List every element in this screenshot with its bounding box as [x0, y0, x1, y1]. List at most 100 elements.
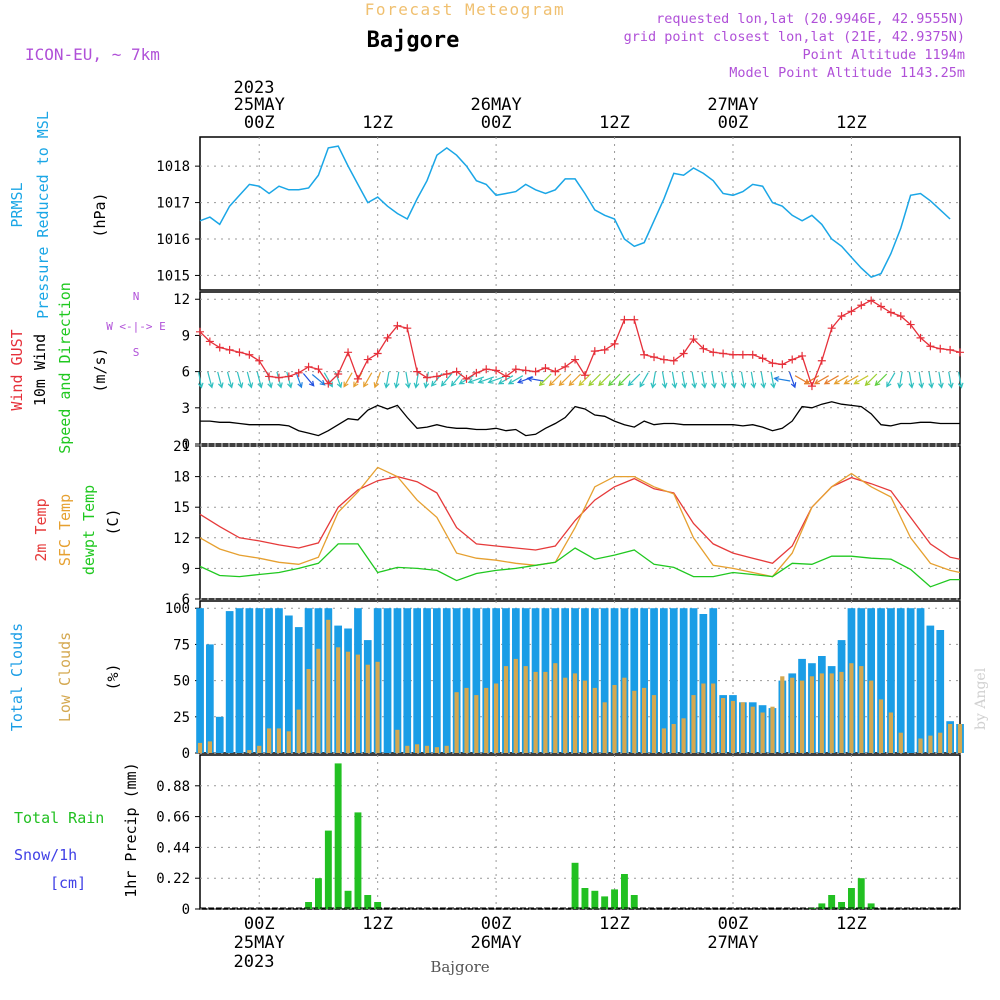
- gust-marker: [284, 372, 293, 381]
- top-hour-label: 12Z: [362, 113, 393, 133]
- wind-arrow: [864, 373, 878, 387]
- wind-arrow: [908, 371, 915, 389]
- cloud-low-bar: [651, 695, 657, 753]
- ytick-label: 0.66: [156, 810, 190, 826]
- wind-arrow: [853, 375, 869, 385]
- precip-bar: [818, 903, 826, 909]
- gust-marker: [807, 382, 816, 391]
- cloud-low-bar: [760, 712, 765, 753]
- bottom-time-axis: 2023 00Z 12Z 00Z 12Z 00Z 12Z 25MAY 26MAY 27MAY: [234, 914, 867, 972]
- gust-marker: [541, 364, 550, 372]
- cloud-low-bar: [839, 671, 844, 753]
- gust-marker: [778, 360, 787, 369]
- cloud-low-bar: [365, 664, 370, 753]
- wind-arrow: [226, 371, 234, 389]
- compass-n: N: [133, 290, 140, 303]
- precip-bar: [324, 830, 332, 909]
- wind-arrow: [467, 376, 485, 384]
- precip-bar: [344, 890, 352, 909]
- wind-arrow: [788, 371, 797, 389]
- wind-arrow: [217, 371, 224, 389]
- gust-marker: [640, 350, 649, 359]
- cloud-total-bar: [225, 611, 234, 753]
- precip-bar: [315, 878, 322, 909]
- gust-marker: [709, 348, 718, 357]
- gust-marker: [916, 333, 925, 342]
- wind-arrow: [760, 371, 767, 389]
- precip-bar: [630, 895, 638, 909]
- cloud-low-bar: [444, 745, 449, 753]
- gust-marker: [215, 343, 224, 352]
- temp-2m-label: 2m Temp: [32, 498, 50, 561]
- bottom-hour-label: 12Z: [599, 914, 630, 934]
- cloud-total-bar: [709, 608, 718, 753]
- wind-arrow: [661, 371, 668, 389]
- precip-bar: [828, 895, 836, 909]
- watermark: by Angel: [973, 667, 989, 730]
- wind-arrow: [650, 371, 657, 389]
- wind-arrow: [383, 371, 390, 389]
- wind-arrow: [197, 371, 204, 389]
- precip-unit-label: [cm]: [50, 874, 86, 892]
- wind-arrow: [236, 371, 244, 389]
- cloud-low-bar: [405, 745, 410, 753]
- top-date-label: 27MAY: [707, 95, 758, 115]
- cloud-low-bar: [681, 718, 686, 753]
- cloud-low-bar: [898, 732, 903, 753]
- gust-marker: [580, 371, 589, 380]
- cloud-total-bar: [669, 608, 678, 753]
- wind-gust-label: Wind GUST: [8, 329, 26, 410]
- precip-snow-label: Snow/1h: [14, 846, 77, 864]
- cloud-total-bar: [630, 608, 639, 753]
- cloud-total-bar: [442, 608, 451, 753]
- gust-marker: [344, 348, 353, 357]
- gust-marker: [926, 342, 935, 351]
- wind-arrow: [681, 371, 688, 389]
- wind-arrow: [343, 372, 353, 388]
- gust-marker: [501, 372, 510, 381]
- wind-arrow: [617, 373, 631, 387]
- model-label: ICON-EU, ~ 7km: [25, 45, 160, 64]
- cloud-total-bar: [660, 608, 668, 753]
- cloud-total-bar: [383, 608, 392, 753]
- gust-marker: [225, 345, 234, 354]
- gust-marker: [936, 344, 945, 353]
- gust-marker: [442, 370, 451, 379]
- wind-arrow: [450, 373, 463, 387]
- wind-arrow: [711, 371, 717, 389]
- cloud-total-bar: [403, 608, 412, 753]
- cloud-low-bar: [197, 742, 203, 753]
- wind-arrow: [246, 371, 254, 389]
- gust-marker: [590, 347, 599, 356]
- cloud-low-bar: [267, 728, 272, 753]
- cloud-low-bar: [869, 680, 874, 753]
- pressure-label-2: Pressure Reduced to MSL: [34, 111, 52, 319]
- cloud-labels: Total Clouds Low Clouds (%): [8, 623, 122, 731]
- precip-panel: 0 0.22 0.44 0.66 0.88: [156, 754, 961, 918]
- cloud-low-bar: [345, 651, 351, 753]
- cloud-low-bar: [464, 687, 469, 753]
- gust-marker: [205, 337, 214, 346]
- wind-arrow: [886, 372, 896, 388]
- cloud-low-bar: [770, 706, 775, 753]
- top-hour-label: 00Z: [481, 113, 512, 133]
- top-date-label: 25MAY: [234, 95, 285, 115]
- wind-arrow: [558, 373, 572, 387]
- cloud-total-bar: [245, 608, 254, 753]
- cloud-low-bar: [434, 747, 439, 753]
- ytick-label: 0: [182, 902, 190, 918]
- ytick-label: 6: [182, 592, 190, 608]
- cloud-low-bar: [474, 695, 479, 753]
- cloud-low-bar: [247, 750, 252, 753]
- cloud-low-bar: [286, 731, 291, 753]
- gust-marker: [314, 365, 323, 374]
- ytick-label: 9: [182, 561, 190, 577]
- gust-marker: [571, 355, 580, 364]
- temp-dewpt-label: dewpt Temp: [80, 485, 98, 575]
- ytick-label: 18: [173, 470, 190, 486]
- ytick-label: 15: [173, 500, 190, 516]
- cloud-low-bar: [829, 673, 834, 753]
- bottom-hour-label: 00Z: [481, 914, 512, 934]
- cloud-low-bar: [809, 676, 814, 753]
